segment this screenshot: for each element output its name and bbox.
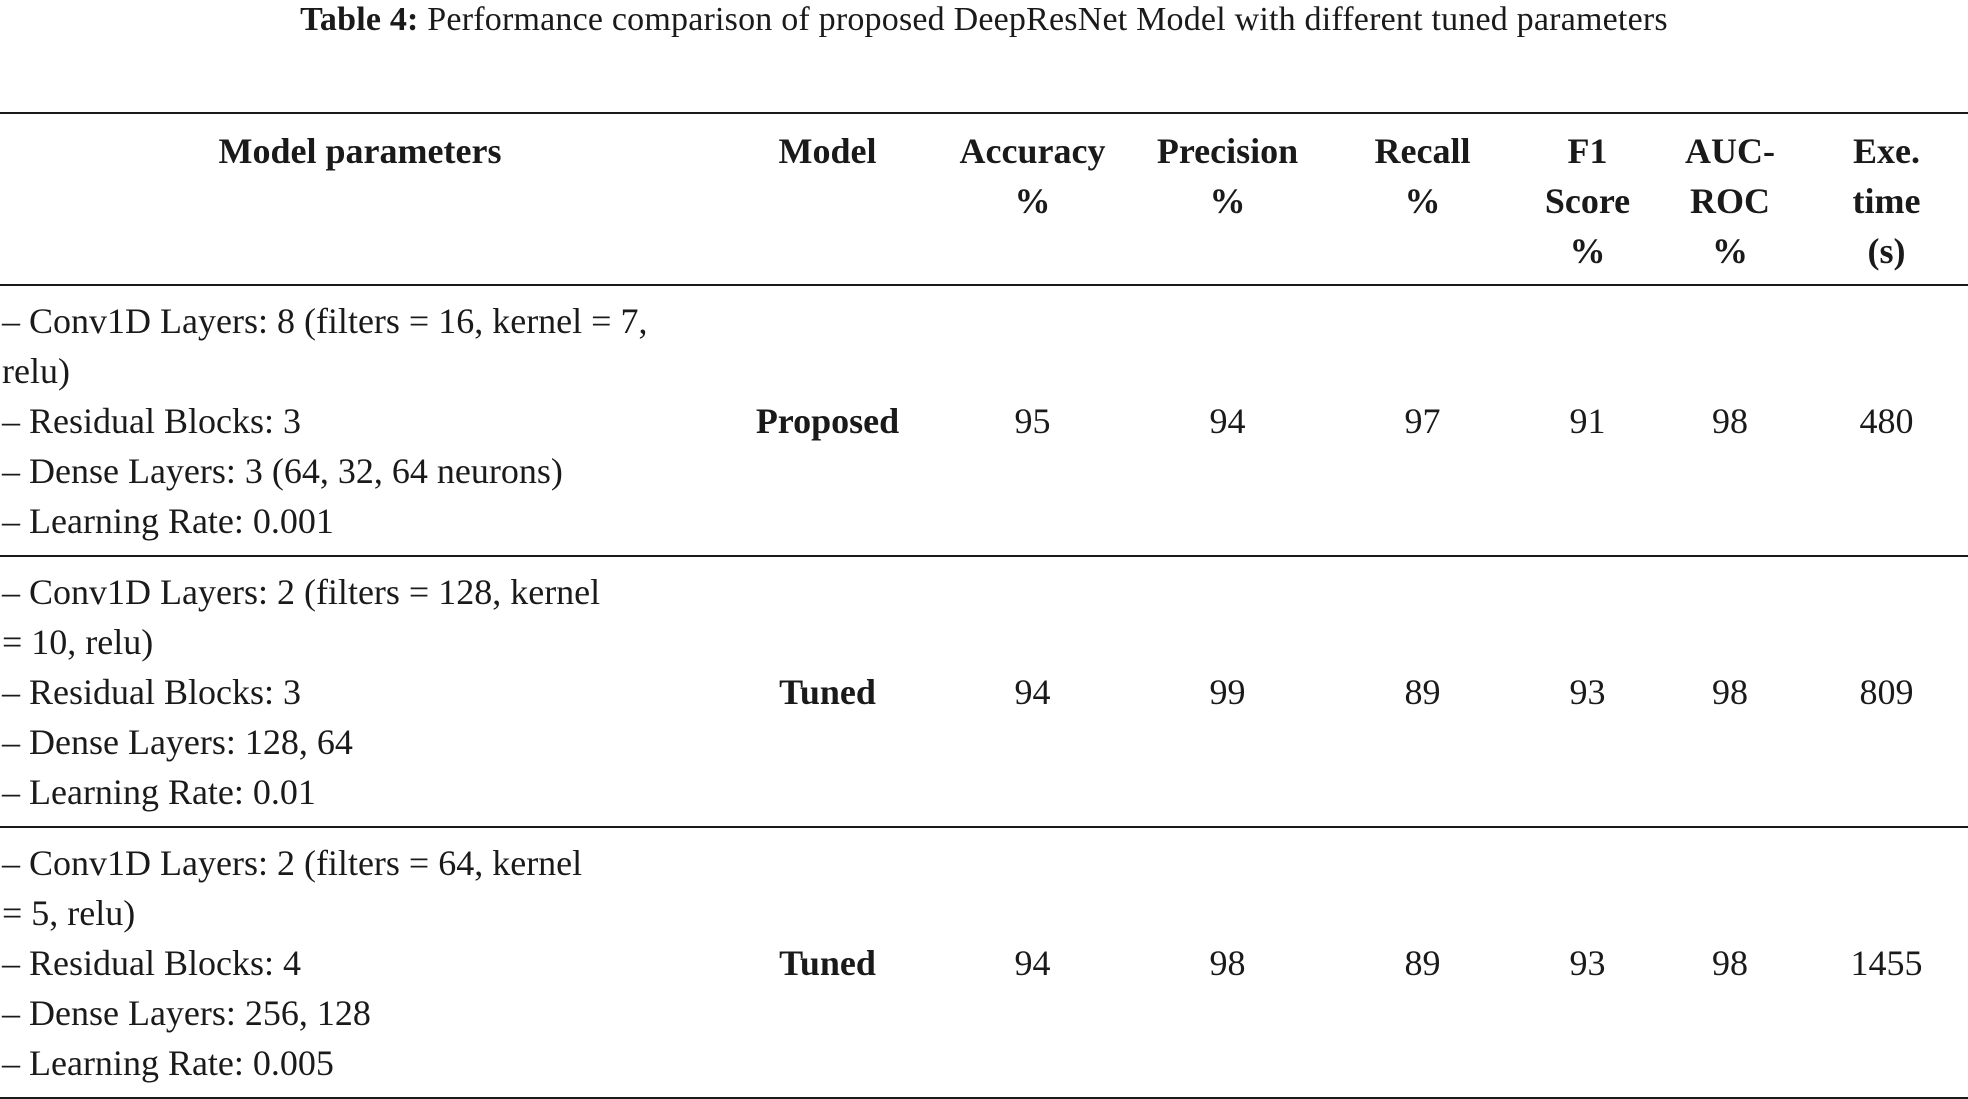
cell-accuracy: 95: [1014, 400, 1051, 441]
header-f1-score: F1 Score %: [1544, 131, 1631, 271]
table-row: – Conv1D Layers: 2 (filters = 128, kerne…: [0, 556, 1968, 827]
cell-f1-score: 93: [1569, 671, 1606, 712]
caption-label: Table 4:: [300, 1, 419, 38]
header-row: Model parameters Model Accuracy % Precis…: [0, 113, 1968, 285]
cell-auc-roc: 98: [1712, 400, 1748, 441]
cell-model-parameters: – Conv1D Layers: 2 (filters = 128, kerne…: [2, 571, 601, 812]
cell-exe-time: 480: [1859, 400, 1914, 441]
header-auc-roc: AUC- ROC %: [1685, 131, 1775, 271]
cell-accuracy: 94: [1014, 942, 1051, 983]
header-model: Model: [778, 131, 877, 171]
cell-accuracy: 94: [1014, 671, 1051, 712]
cell-recall: 89: [1404, 671, 1441, 712]
cell-model: Tuned: [779, 942, 876, 983]
table-row: – Conv1D Layers: 2 (filters = 64, kernel…: [0, 827, 1968, 1098]
caption-text: Performance comparison of proposed DeepR…: [427, 1, 1668, 38]
header-model-parameters: Model parameters: [218, 131, 502, 171]
cell-recall: 89: [1404, 942, 1441, 983]
header-accuracy: Accuracy %: [959, 131, 1106, 221]
results-table: Model parameters Model Accuracy % Precis…: [0, 112, 1968, 1099]
cell-auc-roc: 98: [1712, 942, 1748, 983]
cell-auc-roc: 98: [1712, 671, 1748, 712]
table-row: – Conv1D Layers: 8 (filters = 16, kernel…: [0, 285, 1968, 556]
cell-recall: 97: [1404, 400, 1441, 441]
cell-exe-time: 1455: [1850, 942, 1923, 983]
cell-model: Proposed: [755, 400, 900, 441]
cell-exe-time: 809: [1859, 671, 1914, 712]
cell-f1-score: 93: [1569, 942, 1606, 983]
header-recall: Recall %: [1374, 131, 1471, 221]
table-body: – Conv1D Layers: 8 (filters = 16, kernel…: [0, 285, 1968, 1098]
cell-model-parameters: – Conv1D Layers: 2 (filters = 64, kernel…: [2, 842, 583, 1083]
table-header: Model parameters Model Accuracy % Precis…: [0, 113, 1968, 285]
table-caption: Table 4: Performance comparison of propo…: [0, 0, 1968, 40]
cell-f1-score: 91: [1569, 400, 1606, 441]
cell-precision: 99: [1209, 671, 1246, 712]
cell-precision: 94: [1209, 400, 1246, 441]
cell-model-parameters: – Conv1D Layers: 8 (filters = 16, kernel…: [2, 300, 648, 541]
header-precision: Precision %: [1156, 131, 1299, 221]
cell-precision: 98: [1209, 942, 1246, 983]
cell-model: Tuned: [779, 671, 876, 712]
header-exe-time: Exe. time (s): [1852, 131, 1921, 271]
